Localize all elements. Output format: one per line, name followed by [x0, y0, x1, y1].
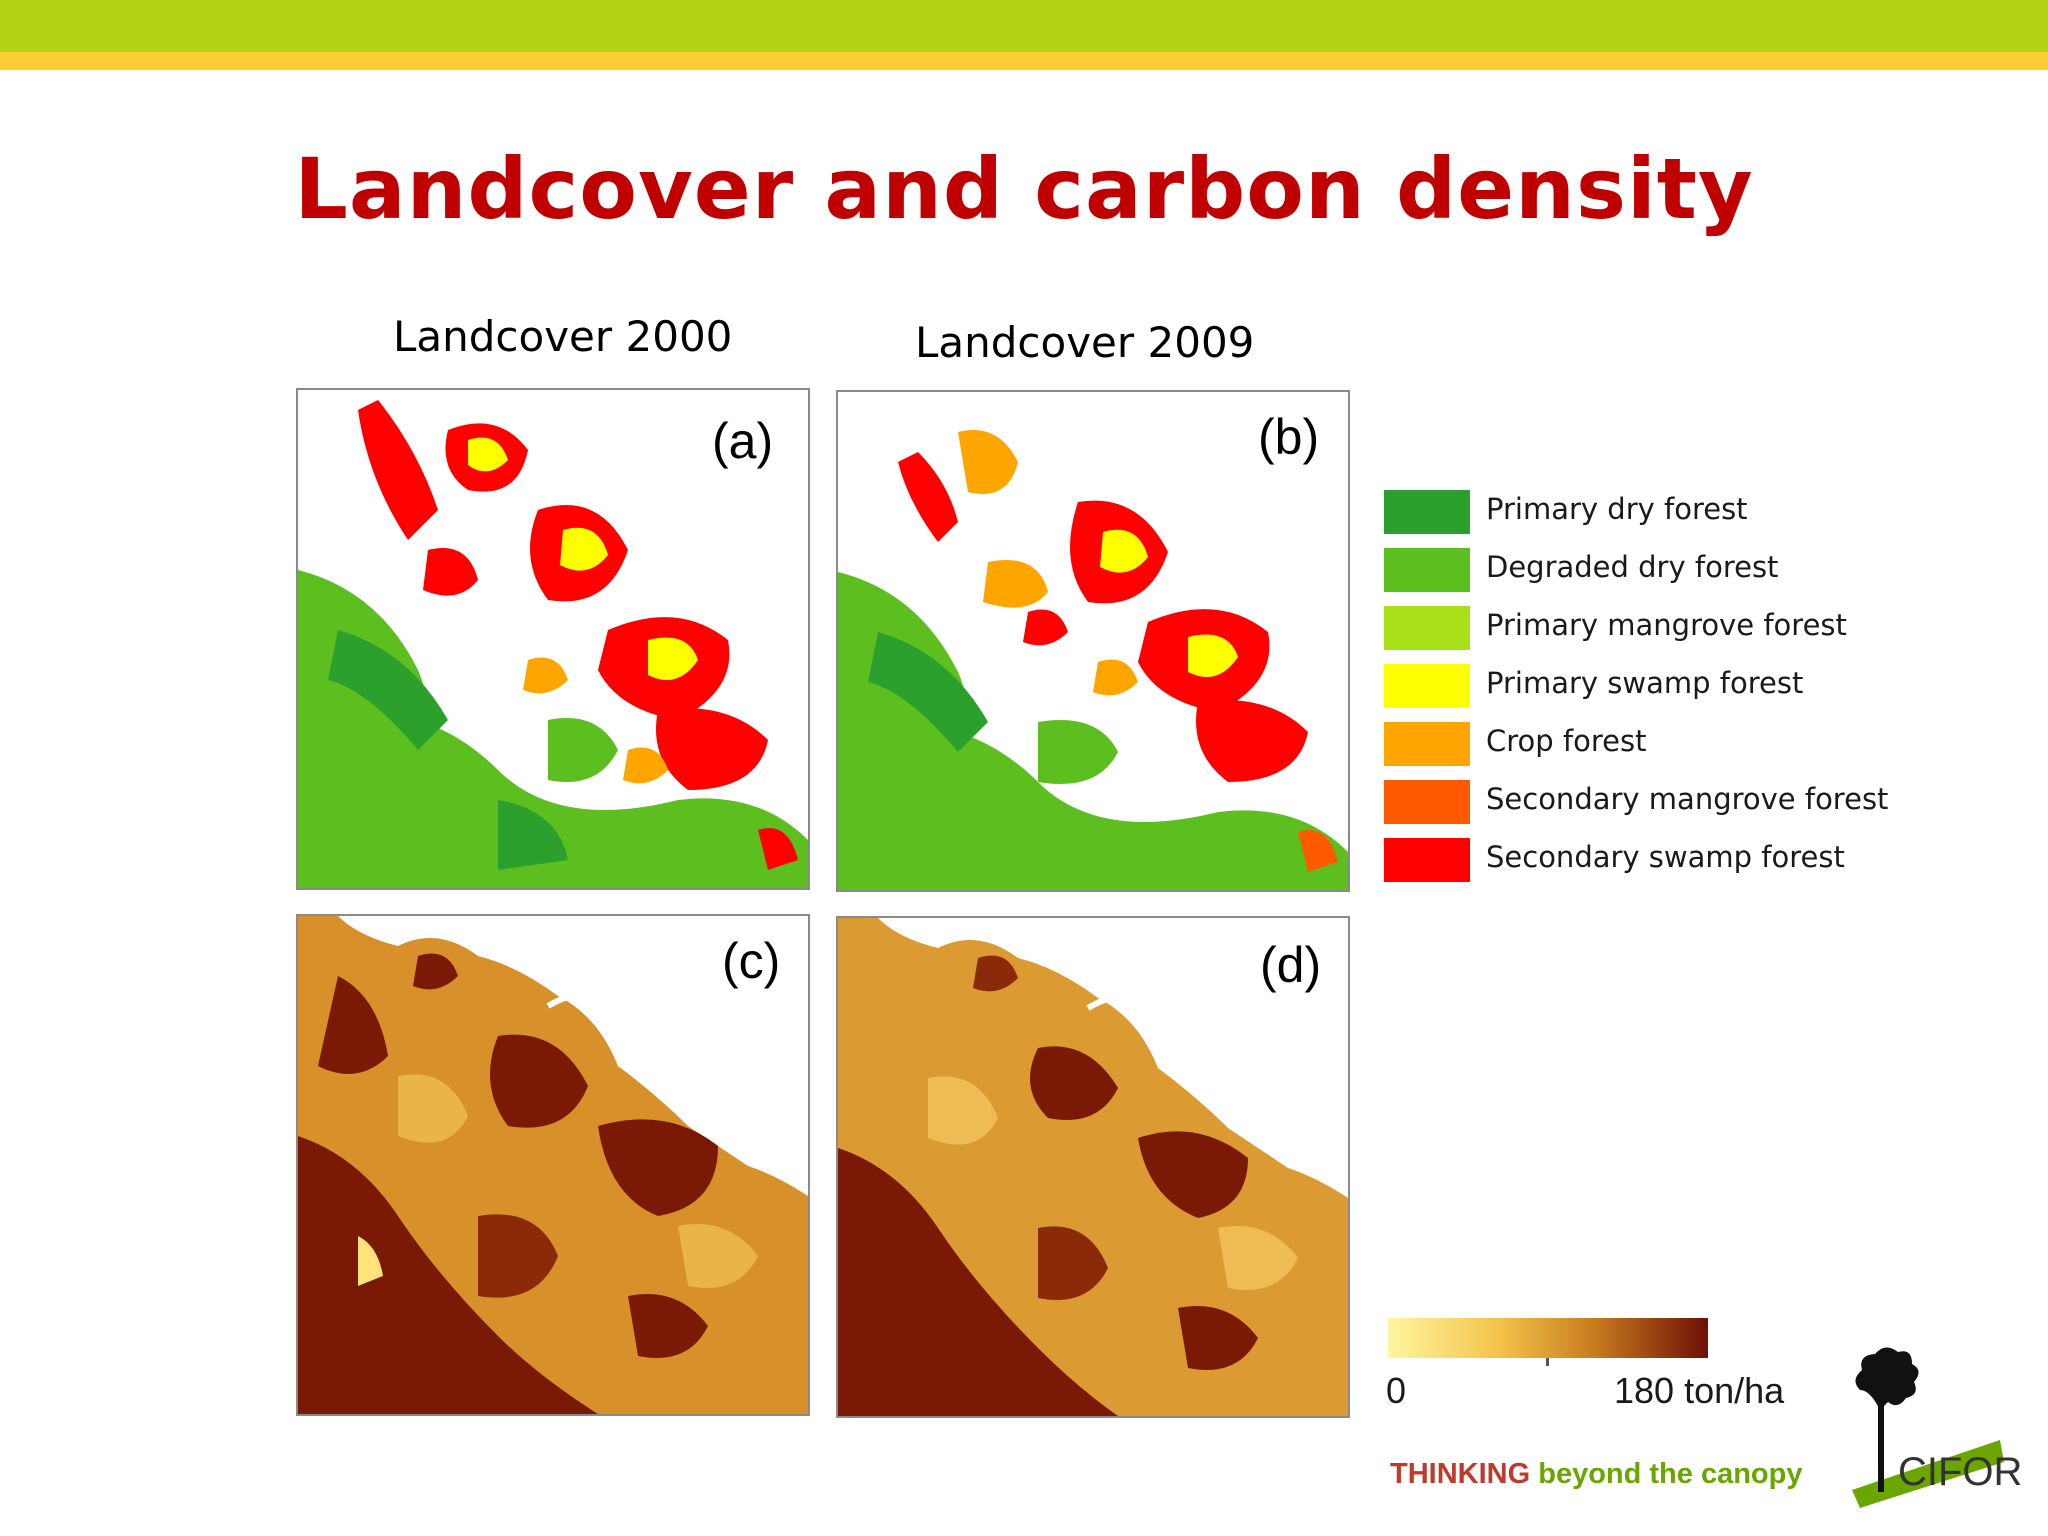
slide-title: Landcover and carbon density [294, 140, 1754, 238]
landcover-2000-map: (a) [296, 388, 810, 890]
panel-c-label: (c) [722, 933, 781, 989]
legend-label: Primary dry forest [1486, 492, 1748, 526]
landcover-2009-label: Landcover 2009 [915, 318, 1255, 367]
tagline-strong: THINKING [1390, 1458, 1531, 1490]
carbon-density-2009-map-graphic [838, 918, 1348, 1416]
legend-swatch [1384, 606, 1470, 650]
panel-a-label: (a) [712, 413, 774, 469]
carbon-density-2009-map: (d) [836, 916, 1350, 1418]
legend-swatch [1384, 838, 1470, 882]
legend-label: Primary mangrove forest [1486, 608, 1847, 642]
tagline-rest: beyond the canopy [1530, 1458, 1803, 1490]
carbon-density-2000-map: (c) [296, 914, 810, 1416]
scale-tick [1546, 1358, 1549, 1366]
landcover-2000-map-graphic [298, 400, 808, 888]
legend-label: Crop forest [1486, 724, 1647, 758]
cifor-logo-text: CIFOR [1898, 1450, 2023, 1494]
landcover-2009-map: (b) [836, 390, 1350, 892]
legend-label: Degraded dry forest [1486, 550, 1779, 584]
legend-swatch [1384, 548, 1470, 592]
cifor-tree-logo-icon [1852, 1347, 2004, 1508]
secondary-accent-band [0, 52, 2048, 70]
legend-swatch [1384, 490, 1470, 534]
legend-swatch [1384, 780, 1470, 824]
top-accent-band [0, 0, 2048, 52]
scale-min-label: 0 [1386, 1370, 1407, 1411]
panel-b-label: (b) [1258, 409, 1320, 465]
tagline: THINKING beyond the canopy [1390, 1458, 1803, 1491]
legend-label: Secondary swamp forest [1486, 840, 1845, 874]
legend-label: Primary swamp forest [1486, 666, 1804, 700]
landcover-2009-map-graphic [838, 430, 1348, 890]
legend-swatch [1384, 722, 1470, 766]
landcover-2000-label: Landcover 2000 [393, 312, 733, 361]
legend-swatch [1384, 664, 1470, 708]
panel-d-label: (d) [1260, 937, 1322, 993]
scale-max-label: 180 ton/ha [1614, 1370, 1785, 1411]
legend-label: Secondary mangrove forest [1486, 782, 1889, 816]
carbon-density-color-scale [1388, 1318, 1708, 1358]
carbon-density-2000-map-graphic [298, 916, 808, 1414]
